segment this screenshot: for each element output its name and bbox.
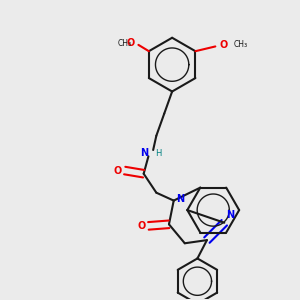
Text: O: O <box>219 40 227 50</box>
Text: N: N <box>140 148 148 158</box>
Text: CH₃: CH₃ <box>233 40 248 50</box>
Text: N: N <box>226 210 234 220</box>
Text: O: O <box>113 166 122 176</box>
Text: N: N <box>176 194 184 204</box>
Text: H: H <box>155 149 161 158</box>
Text: CH₃: CH₃ <box>117 39 131 48</box>
Text: O: O <box>126 38 135 48</box>
Text: O: O <box>137 221 145 231</box>
